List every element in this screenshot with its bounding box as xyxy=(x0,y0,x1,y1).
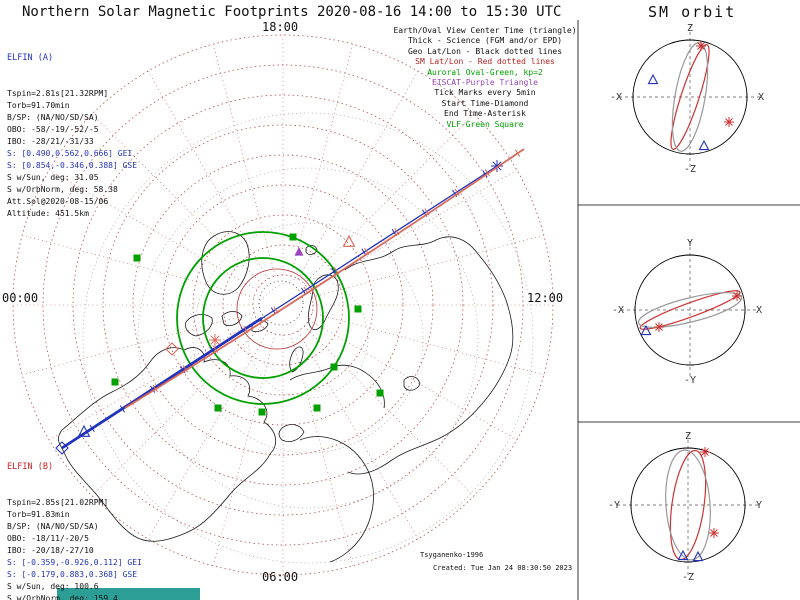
asterisk-marker xyxy=(724,117,734,127)
elfin-b-lines-line-5: S: [-0.359,-0.926,0.112] GEI xyxy=(7,558,142,567)
asterisk-marker xyxy=(732,291,742,301)
elfin-a-lines-line-2: B/SP: (NA/NO/SD/SA) xyxy=(7,113,99,122)
asterisk-marker xyxy=(696,41,706,51)
asterisk-marker xyxy=(700,447,710,457)
orbit-panel-xy-axis-label: -Y xyxy=(684,375,696,386)
orbit-panel-xy-axis-label: Y xyxy=(687,238,693,249)
elfin-b-lines-line-2: B/SP: (NA/NO/SD/SA) xyxy=(7,522,99,531)
elfin-b-lines-line-7: S w/Sun, deg: 100.6 xyxy=(7,582,99,591)
vlf-square xyxy=(354,305,362,313)
elfin-b-footprint xyxy=(124,148,525,409)
vlf-square xyxy=(376,389,384,397)
auroral-oval xyxy=(176,231,350,405)
orbit-panel-xz-axis-label: Z xyxy=(687,23,693,34)
legend-line-2: Geo Lat/Lon - Black dotted lines xyxy=(407,46,563,56)
elfin-a-lines-line-6: S: [0.854,-0.346,0.388] GSE xyxy=(7,161,138,170)
page-title: Northern Solar Magnetic Footprints 2020-… xyxy=(22,4,562,20)
eiscat-marker xyxy=(294,247,304,256)
triangle-marker xyxy=(647,73,659,85)
clock-label-0600: 06:00 xyxy=(262,570,299,584)
teal-bar xyxy=(57,588,200,600)
orbit-panel-xy: Y -Y -X X xyxy=(612,238,762,386)
vlf-square xyxy=(313,404,321,412)
legend-line-8: End Time-Asterisk xyxy=(444,109,526,119)
elfin-b-lines-line-4: IBO: -20/18/-27/10 xyxy=(7,546,94,555)
elfin-a-lines-line-4: IBO: -28/21/-31/33 xyxy=(7,137,94,146)
map-legend: Earth/Oval View Center Time (triangle) Th… xyxy=(392,26,578,130)
triangle-marker xyxy=(692,550,704,562)
legend-line-5: EISCAT-Purple Triangle xyxy=(432,78,538,88)
legend-line-6: Tick Marks every 5min xyxy=(434,88,536,98)
elfin-a-lines: Tspin=2.81s[21.32RPM] Torb=91.70min B/SP: … xyxy=(7,88,137,220)
eiscat-triangle-icon xyxy=(294,247,304,256)
vlf-square xyxy=(330,363,338,371)
diamond-marker xyxy=(165,342,179,356)
elfin-a-info-block: ELFIN (A) Tspin=2.81s[21.32RPM] Torb=91.7… xyxy=(7,28,137,244)
elfin-a-lines-line-7: S w/Sun, deg: 31.05 xyxy=(7,173,99,182)
triangle-marker xyxy=(640,324,652,336)
elfin-a-lines-line-3: OBO: -58/-19/-52/-5 xyxy=(7,125,99,134)
orbit-panel-yz-axis-label: -Z xyxy=(682,572,694,583)
elfin-a-name: ELFIN (A) xyxy=(7,53,54,63)
orbit-panel-yz-axis-label: Z xyxy=(685,431,691,442)
orbit-panel-xy-axis-label: X xyxy=(756,305,762,316)
legend-line-1: Thick - Science (FGM and/or EPD) xyxy=(407,36,563,46)
created-credit: Created: Tue Jan 24 08:30:50 2023 xyxy=(433,564,573,572)
orbit-panel-xz-axis-label: -Z xyxy=(684,164,696,175)
elfin-b-info-block: ELFIN (B) Tspin=2.85s[21.02RPM] Torb=91.8… xyxy=(7,437,142,600)
triangle-marker xyxy=(342,234,356,247)
legend-line-4: Auroral Oval-Green, kp=2 xyxy=(427,67,543,77)
elfin-a-lines-line-5: S: [0.490,0.562,0.666] GEI xyxy=(7,149,133,158)
elfin-a-lines-line-9: Att.Sol@2020-08-15/06 xyxy=(7,197,109,206)
sm-orbit-title: SM orbit xyxy=(648,3,737,21)
panel-frame xyxy=(57,20,800,600)
elfin-b-name: ELFIN (B) xyxy=(7,462,54,472)
orbit-panel-xy-axis-label: -X xyxy=(612,305,624,316)
model-credit: Tsyganenko-1996 xyxy=(420,551,484,559)
orbit-panel-xz-axis-label: X xyxy=(758,92,764,103)
elfin-b-lines-line-6: S: [-0.179,0.883,0.368] GSE xyxy=(7,570,138,579)
vlf-square xyxy=(214,404,222,412)
vlf-square xyxy=(289,233,297,241)
orbit-panel-xz-axis-label: -X xyxy=(610,92,622,103)
vlf-square xyxy=(111,378,119,386)
asterisk-marker xyxy=(209,334,221,346)
elfin-a-lines-line-10: Altitude: 451.5km xyxy=(7,209,89,218)
legend-line-3: SM Lat/Lon - Red dotted lines xyxy=(415,57,555,67)
elfin-b-lines: Tspin=2.85s[21.02RPM] Torb=91.83min B/SP: … xyxy=(7,497,142,600)
clock-label-1200: 12:00 xyxy=(527,291,564,305)
elfin-a-lines-line-8: S w/OrbNorm, deg: 58.38 xyxy=(7,185,118,194)
vlf-stations xyxy=(111,233,384,416)
orbit-panel-yz-axis-label: -Y xyxy=(608,500,620,511)
legend-line-7: Start Time-Diamond xyxy=(441,98,529,108)
vlf-square xyxy=(133,254,141,262)
triangle-marker xyxy=(677,549,689,561)
sm-coordinate-grid xyxy=(12,34,554,576)
elfin-a-lines-line-0: Tspin=2.81s[21.32RPM] xyxy=(7,89,109,98)
triangle-marker xyxy=(77,424,91,437)
asterisk-marker xyxy=(709,528,719,538)
diamond-marker xyxy=(55,441,69,455)
legend-line-9: VLF-Green Square xyxy=(446,119,524,129)
legend-line-0: Earth/Oval View Center Time (triangle) xyxy=(393,26,577,35)
elfin-b-lines-line-1: Torb=91.83min xyxy=(7,510,70,519)
elfin-b-lines-line-3: OBO: -18/11/-20/5 xyxy=(7,534,89,543)
orbit-panel-xz: Z -Z -X X xyxy=(610,23,764,175)
elfin-b-lines-line-0: Tspin=2.85s[21.02RPM] xyxy=(7,498,109,507)
clock-label-1800: 18:00 xyxy=(262,20,299,34)
asterisk-marker xyxy=(654,322,664,332)
orbit-panel-yz: Z -Z -Y Y xyxy=(608,431,762,583)
vlf-square xyxy=(258,408,266,416)
orbit-panel-yz-axis-label: Y xyxy=(756,500,762,511)
clock-label-0000: 00:00 xyxy=(2,291,39,305)
geo-grid xyxy=(82,112,534,564)
elfin-a-lines-line-1: Torb=91.70min xyxy=(7,101,70,110)
coastlines xyxy=(58,231,514,563)
elfin-b-lines-line-8: S w/OrbNorm, deg: 159.4 xyxy=(7,594,118,600)
triangle-marker xyxy=(698,139,710,151)
